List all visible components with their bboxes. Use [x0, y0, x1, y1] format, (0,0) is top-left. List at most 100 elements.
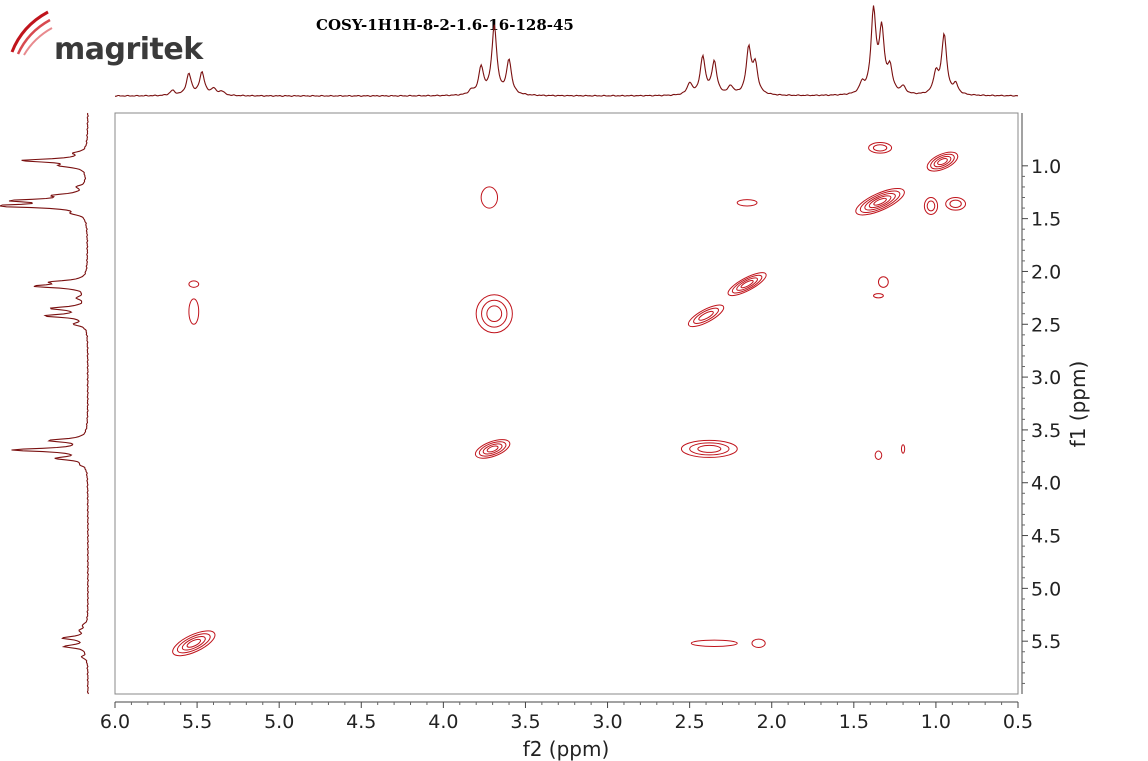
cross-peak	[873, 293, 884, 299]
contour-level	[475, 294, 513, 334]
x-tick-label: 4.5	[346, 711, 376, 733]
contour-level	[945, 197, 967, 211]
cross-peak	[945, 197, 967, 211]
x-tick-label: 6.0	[100, 711, 130, 733]
cross-peak	[727, 272, 767, 297]
cross-peak	[480, 186, 499, 209]
chart-title: COSY-1H1H-8-2-1.6-16-128-45	[316, 16, 574, 34]
contour-level	[731, 274, 763, 294]
cross-peak	[877, 276, 889, 288]
contour-level	[868, 142, 893, 154]
cross-peak	[690, 639, 738, 647]
y-tick-label: 4.0	[1031, 473, 1061, 495]
contour-level	[486, 305, 503, 323]
contour-level	[736, 199, 758, 207]
y-tick-label: 2.5	[1031, 314, 1061, 336]
cross-peak	[900, 444, 906, 454]
contour-level	[930, 153, 955, 170]
contour-level	[926, 151, 959, 172]
contour-level	[687, 304, 725, 328]
contour-level	[486, 445, 499, 453]
plot-frame	[114, 112, 1019, 695]
x-tick-label: 2.5	[675, 711, 705, 733]
y-tick-label: 3.0	[1031, 367, 1061, 389]
contour-level	[693, 307, 720, 324]
contour-level	[697, 444, 722, 453]
f1-projection-trace	[0, 112, 90, 695]
logo-swoosh-icon	[10, 10, 53, 56]
contour-level	[937, 158, 948, 166]
contour-level	[751, 638, 766, 648]
contour-level	[186, 638, 202, 648]
contour-level	[689, 442, 730, 456]
cross-peak	[687, 304, 725, 328]
magritek-logo: magritek	[8, 8, 203, 68]
contour-level	[864, 192, 896, 211]
x-axis: 6.0 5.5 5.0 4.5 4.0 3.5 3.0 2.5 2.0 1.5 1.0 0.5	[100, 701, 1033, 733]
y-tick-label: 3.5	[1031, 420, 1061, 442]
contour-level	[727, 272, 767, 297]
contour-level	[188, 280, 200, 288]
x-tick-label: 5.5	[182, 711, 212, 733]
cross-peak	[751, 638, 766, 648]
contour-level	[900, 444, 906, 454]
x-tick-label: 2.0	[757, 711, 787, 733]
contour-layer	[172, 142, 967, 657]
contour-level	[480, 186, 499, 209]
contour-level	[933, 155, 952, 168]
x-axis-label: f2 (ppm)	[523, 737, 610, 761]
contour-level	[176, 633, 211, 654]
cross-peak	[868, 142, 893, 154]
cross-peak	[926, 151, 959, 172]
contour-level	[690, 639, 738, 647]
x-tick-label: 1.5	[839, 711, 869, 733]
cross-peak	[855, 188, 905, 216]
x-tick-label: 5.0	[264, 711, 294, 733]
y-tick-label: 4.5	[1031, 526, 1061, 548]
cross-peak	[474, 439, 511, 459]
contour-level	[926, 200, 936, 212]
y-tick-label: 1.5	[1031, 209, 1061, 231]
contour-level	[949, 199, 962, 209]
x-tick-label: 3.0	[592, 711, 622, 733]
x-tick-label: 4.0	[428, 711, 458, 733]
contour-level	[188, 298, 200, 325]
y-tick-label: 2.0	[1031, 261, 1061, 283]
x-tick-label: 1.0	[921, 711, 951, 733]
contour-level	[740, 279, 754, 289]
contour-level	[474, 439, 511, 459]
y-axis: 1.0 1.5 2.0 2.5 3.0 3.5 4.0 4.5 5.0 5.5	[1021, 113, 1061, 694]
cross-peak	[680, 439, 738, 458]
contour-level	[481, 299, 508, 328]
logo-wordmark: magritek	[54, 32, 203, 67]
y-tick-label: 1.0	[1031, 156, 1061, 178]
contour-level	[172, 630, 216, 657]
contour-level	[868, 195, 892, 209]
contour-level	[855, 188, 905, 216]
cross-peak	[923, 196, 939, 215]
contour-level	[873, 197, 887, 206]
contour-level	[181, 636, 206, 651]
contour-level	[877, 276, 889, 288]
cross-peak	[188, 298, 200, 325]
contour-level	[698, 310, 714, 321]
contour-level	[736, 277, 758, 291]
contour-level	[874, 450, 883, 460]
y-tick-label: 5.5	[1031, 631, 1061, 653]
f2-projection-trace	[114, 5, 1019, 97]
cross-peak	[736, 199, 758, 207]
cross-peak	[188, 280, 200, 288]
x-tick-label: 0.5	[1003, 711, 1033, 733]
y-axis-label: f1 (ppm)	[1066, 361, 1090, 448]
x-tick-label: 3.5	[510, 711, 540, 733]
f1-projection	[0, 112, 90, 695]
contour-level	[873, 293, 884, 299]
contour-level	[859, 190, 901, 213]
cross-peak	[874, 450, 883, 460]
f2-projection	[114, 5, 1019, 97]
cross-peak	[475, 294, 513, 334]
contour-level	[478, 441, 507, 457]
contour-level	[482, 443, 503, 455]
contour-level	[680, 439, 738, 458]
